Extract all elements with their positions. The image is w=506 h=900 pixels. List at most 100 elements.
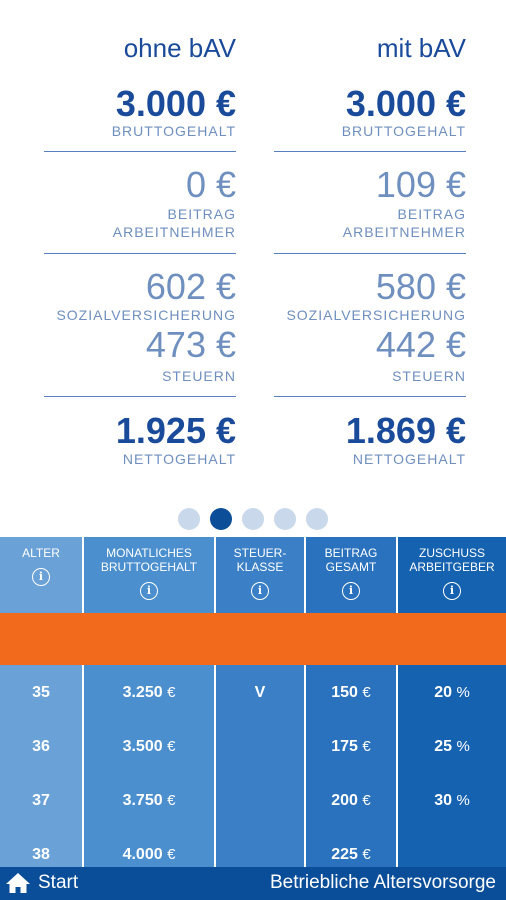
comparison-panel: ohne bAV 3.000 € BRUTTOGEHALT 0 € BEITRA… xyxy=(44,33,466,467)
column-bruttogehalt: MONATLICHES BRUTTOGEHALT i 3.000 €3.250 … xyxy=(84,537,214,867)
home-icon[interactable] xyxy=(5,872,31,894)
header-label-line-2: ARBEITGEBER xyxy=(409,560,495,574)
page-dot[interactable] xyxy=(274,508,296,530)
header-label-line-1: STEUER- xyxy=(233,546,287,560)
cell-unit: € xyxy=(362,846,371,863)
cell-unit: € xyxy=(167,684,176,701)
taxes-label: STEUERN xyxy=(162,368,236,384)
column-title: mit bAV xyxy=(376,33,466,63)
cell-unit: % xyxy=(456,684,470,701)
cell-value: 3.750 xyxy=(122,792,163,809)
employee-contribution-value: 109 € xyxy=(375,164,466,205)
column-title: ohne bAV xyxy=(123,33,236,63)
header-label-line-2: KLASSE xyxy=(236,560,284,574)
cell-value: 175 xyxy=(331,738,358,755)
cell-value: 25 xyxy=(434,738,452,755)
divider xyxy=(274,396,466,397)
divider xyxy=(44,253,236,254)
cell-value: 36 xyxy=(32,738,50,755)
table-cell-beitrag[interactable]: 225 € xyxy=(306,845,396,865)
cell-value: 150 xyxy=(331,684,358,701)
table-cell-zuschuss[interactable]: 30 % xyxy=(398,791,506,811)
page-dot[interactable] xyxy=(210,508,232,530)
table-cell-beitrag[interactable]: 175 € xyxy=(306,737,396,757)
taxes-value: 473 € xyxy=(145,324,236,365)
employee-contribution-label-2: ARBEITNEHMER xyxy=(112,224,236,240)
taxes-label: STEUERN xyxy=(392,368,466,384)
cell-value: V xyxy=(254,684,266,701)
selected-row-highlight xyxy=(0,613,506,665)
employee-contribution-value: 0 € xyxy=(185,164,236,205)
table-cell-beitrag[interactable]: 200 € xyxy=(306,791,396,811)
table-cell-beitrag[interactable]: 150 € xyxy=(306,683,396,703)
column-steuerklasse: STEUER- KLASSE i IVV xyxy=(216,537,304,867)
table-cell-zuschuss[interactable]: 20 % xyxy=(398,683,506,703)
net-salary-label: NETTOGEHALT xyxy=(122,451,236,467)
header-label-line-2: BRUTTOGEHALT xyxy=(100,560,198,574)
cell-value: 200 xyxy=(331,792,358,809)
cell-unit: % xyxy=(456,792,470,809)
cell-value: 4.000 xyxy=(122,846,163,863)
info-icon[interactable]: i xyxy=(443,582,461,600)
page-indicator xyxy=(0,508,506,530)
cell-value: 38 xyxy=(32,846,50,863)
info-icon[interactable]: i xyxy=(32,568,50,586)
cell-unit: € xyxy=(167,738,176,755)
header-label: ALTER xyxy=(22,546,60,560)
cell-value: 3.500 xyxy=(122,738,163,755)
gross-salary-value: 3.000 € xyxy=(345,83,466,124)
employee-contribution-label-1: BEITRAG xyxy=(167,206,236,222)
header-label-line-1: BEITRAG xyxy=(324,546,378,560)
column-beitrag-gesamt: BEITRAG GESAMT i 125 €150 €175 €200 €225… xyxy=(306,537,396,867)
gross-salary-value: 3.000 € xyxy=(115,83,236,124)
social-insurance-value: 580 € xyxy=(375,266,466,307)
bottom-bar: Start Betriebliche Altersvorsorge xyxy=(0,867,506,900)
table-cell-brutto[interactable]: 3.250 € xyxy=(84,683,214,703)
column-zuschuss-arbeitgeber: ZUSCHUSS ARBEITGEBER i 15 %20 %25 %30 % xyxy=(398,537,506,867)
cell-value: 35 xyxy=(32,684,50,701)
social-insurance-label: SOZIALVERSICHERUNG xyxy=(56,307,236,323)
net-salary-value: 1.925 € xyxy=(115,410,236,451)
header-bruttogehalt: MONATLICHES BRUTTOGEHALT i xyxy=(84,537,214,613)
table-cell-alter[interactable]: 37 xyxy=(0,791,82,811)
info-icon[interactable]: i xyxy=(251,582,269,600)
header-alter: ALTER i xyxy=(0,537,82,613)
info-icon[interactable]: i xyxy=(140,582,158,600)
divider xyxy=(44,151,236,152)
page-dot[interactable] xyxy=(242,508,264,530)
gross-salary-label: BRUTTOGEHALT xyxy=(341,123,466,139)
page-dot[interactable] xyxy=(178,508,200,530)
table-cell-alter[interactable]: 38 xyxy=(0,845,82,865)
table-cell-brutto[interactable]: 4.000 € xyxy=(84,845,214,865)
page-dot[interactable] xyxy=(306,508,328,530)
info-icon[interactable]: i xyxy=(342,582,360,600)
table-cell-brutto[interactable]: 3.750 € xyxy=(84,791,214,811)
cell-unit: % xyxy=(456,738,470,755)
cell-value: 225 xyxy=(331,846,358,863)
table-cell-zuschuss[interactable]: 25 % xyxy=(398,737,506,757)
employee-contribution-label-1: BEITRAG xyxy=(397,206,466,222)
taxes-value: 442 € xyxy=(375,324,466,365)
header-zuschuss-arbeitgeber: ZUSCHUSS ARBEITGEBER i xyxy=(398,537,506,613)
app-title: Betriebliche Altersvorsorge xyxy=(270,872,496,893)
header-beitrag-gesamt: BEITRAG GESAMT i xyxy=(306,537,396,613)
start-button[interactable]: Start xyxy=(38,872,79,893)
cell-unit: € xyxy=(167,846,176,863)
contribution-table: ALTER i 3435363738 MONATLICHES BRUTTOGEH… xyxy=(0,537,506,867)
divider xyxy=(274,253,466,254)
cell-value: 37 xyxy=(32,792,50,809)
table-cell-brutto[interactable]: 3.500 € xyxy=(84,737,214,757)
table-cell-klasse[interactable]: V xyxy=(216,683,304,703)
table-cell-alter[interactable]: 36 xyxy=(0,737,82,757)
column-alter: ALTER i 3435363738 xyxy=(0,537,82,867)
net-salary-value: 1.869 € xyxy=(345,410,466,451)
cell-unit: € xyxy=(362,738,371,755)
table-cell-alter[interactable]: 35 xyxy=(0,683,82,703)
cell-unit: € xyxy=(362,792,371,809)
net-salary-label: NETTOGEHALT xyxy=(352,451,466,467)
header-label-line-2: GESAMT xyxy=(325,560,377,574)
header-label-line-1: MONATLICHES xyxy=(106,546,192,560)
cell-value: 20 xyxy=(434,684,452,701)
cell-value: 3.250 xyxy=(122,684,163,701)
cell-unit: € xyxy=(167,792,176,809)
